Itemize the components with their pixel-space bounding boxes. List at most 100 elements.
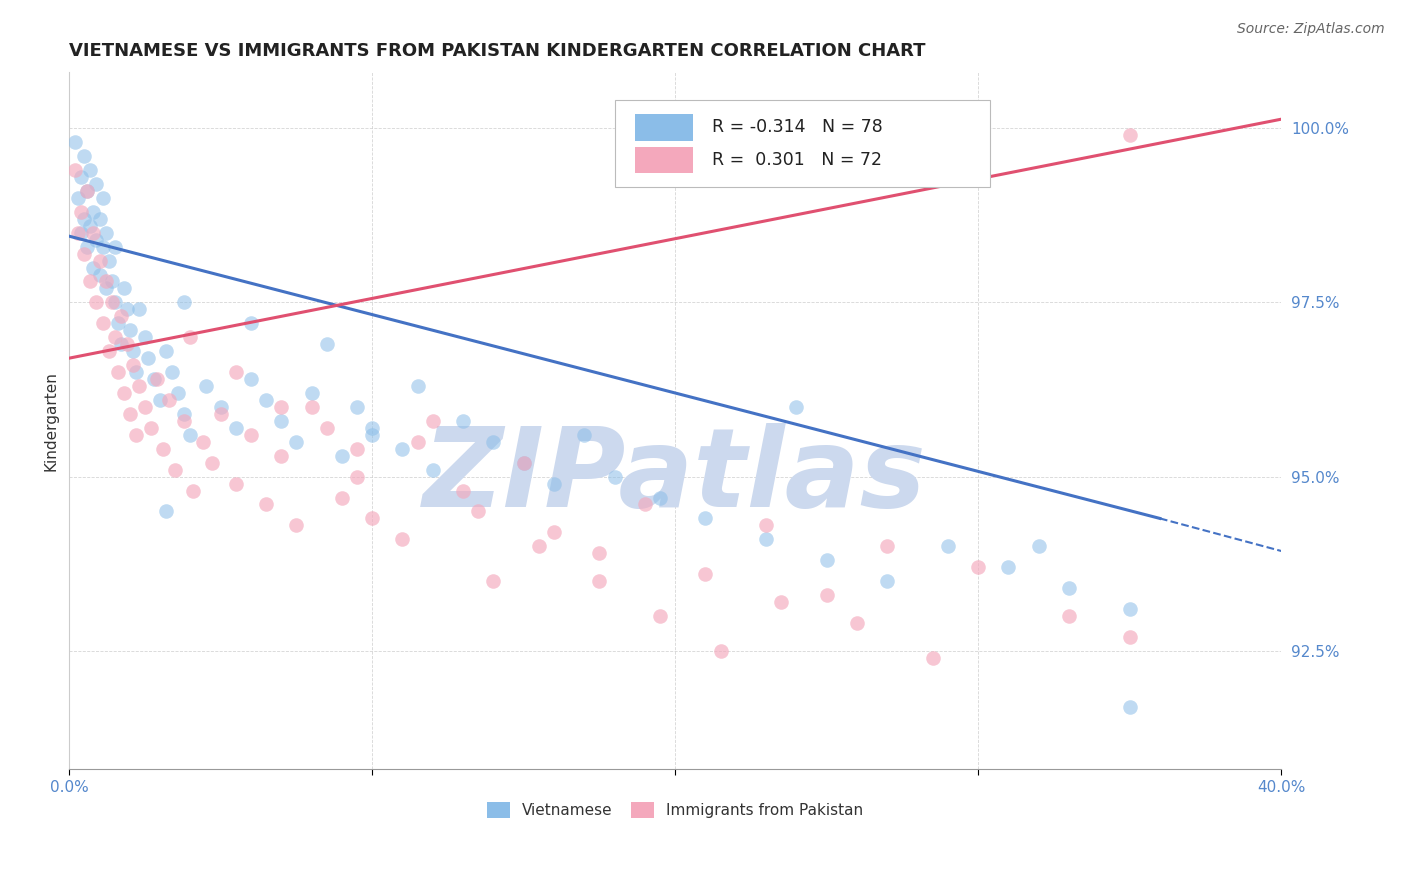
Point — [285, 434, 308, 449]
Point — [179, 330, 201, 344]
Point — [695, 511, 717, 525]
Point — [128, 302, 150, 317]
Point — [143, 372, 166, 386]
Point — [76, 184, 98, 198]
Point — [82, 260, 104, 275]
Point — [967, 560, 990, 574]
Point — [588, 546, 610, 560]
Point — [146, 372, 169, 386]
Point — [73, 149, 96, 163]
Point — [104, 295, 127, 310]
Point — [89, 211, 111, 226]
Point — [921, 650, 943, 665]
Point — [270, 400, 292, 414]
Point — [936, 539, 959, 553]
Text: Source: ZipAtlas.com: Source: ZipAtlas.com — [1237, 22, 1385, 37]
Point — [710, 644, 733, 658]
Point — [391, 533, 413, 547]
Point — [406, 379, 429, 393]
Point — [89, 268, 111, 282]
Point — [1118, 602, 1140, 616]
Point — [104, 330, 127, 344]
Point — [76, 240, 98, 254]
Point — [361, 427, 384, 442]
Point — [1118, 128, 1140, 143]
Point — [82, 226, 104, 240]
Point — [67, 191, 90, 205]
Point — [155, 504, 177, 518]
Point — [179, 427, 201, 442]
Text: VIETNAMESE VS IMMIGRANTS FROM PAKISTAN KINDERGARTEN CORRELATION CHART: VIETNAMESE VS IMMIGRANTS FROM PAKISTAN K… — [69, 42, 925, 60]
Point — [391, 442, 413, 456]
Point — [815, 588, 838, 602]
Text: R =  0.301   N = 72: R = 0.301 N = 72 — [711, 152, 882, 169]
Point — [876, 539, 898, 553]
Point — [94, 281, 117, 295]
Point — [191, 434, 214, 449]
Point — [173, 407, 195, 421]
Point — [285, 518, 308, 533]
Point — [110, 310, 132, 324]
Point — [112, 386, 135, 401]
Point — [162, 365, 184, 379]
Point — [110, 337, 132, 351]
Point — [65, 135, 87, 149]
Point — [107, 316, 129, 330]
Point — [155, 344, 177, 359]
Point — [121, 358, 143, 372]
Text: ZIPatlas: ZIPatlas — [423, 423, 927, 530]
Point — [527, 539, 550, 553]
Point — [330, 491, 353, 505]
Point — [270, 414, 292, 428]
Point — [361, 421, 384, 435]
Point — [997, 560, 1019, 574]
Point — [209, 407, 232, 421]
FancyBboxPatch shape — [636, 147, 693, 173]
Point — [482, 574, 505, 589]
Point — [121, 344, 143, 359]
Point — [86, 233, 108, 247]
Point — [149, 392, 172, 407]
Point — [183, 483, 205, 498]
Point — [270, 449, 292, 463]
FancyBboxPatch shape — [636, 114, 693, 141]
Point — [406, 434, 429, 449]
Point — [173, 414, 195, 428]
Point — [97, 253, 120, 268]
Point — [254, 498, 277, 512]
Point — [451, 414, 474, 428]
Point — [755, 518, 778, 533]
Point — [167, 386, 190, 401]
Point — [543, 525, 565, 540]
Point — [254, 392, 277, 407]
Point — [209, 400, 232, 414]
Point — [225, 476, 247, 491]
Point — [136, 351, 159, 366]
Point — [225, 421, 247, 435]
Point — [512, 456, 534, 470]
Point — [1057, 609, 1080, 624]
Legend: Vietnamese, Immigrants from Pakistan: Vietnamese, Immigrants from Pakistan — [481, 797, 869, 824]
Point — [107, 365, 129, 379]
Point — [1118, 699, 1140, 714]
Point — [482, 434, 505, 449]
Point — [301, 386, 323, 401]
Point — [94, 275, 117, 289]
Point — [422, 414, 444, 428]
Text: R = -0.314   N = 78: R = -0.314 N = 78 — [711, 119, 883, 136]
Point — [815, 553, 838, 567]
Point — [139, 421, 162, 435]
Point — [152, 442, 174, 456]
Point — [65, 163, 87, 178]
Point — [467, 504, 489, 518]
Point — [346, 442, 368, 456]
Point — [1118, 630, 1140, 644]
Point — [165, 463, 187, 477]
Point — [128, 379, 150, 393]
Point — [125, 365, 148, 379]
Point — [70, 204, 93, 219]
Point — [346, 400, 368, 414]
Point — [770, 595, 793, 609]
Point — [755, 533, 778, 547]
Point — [648, 491, 671, 505]
